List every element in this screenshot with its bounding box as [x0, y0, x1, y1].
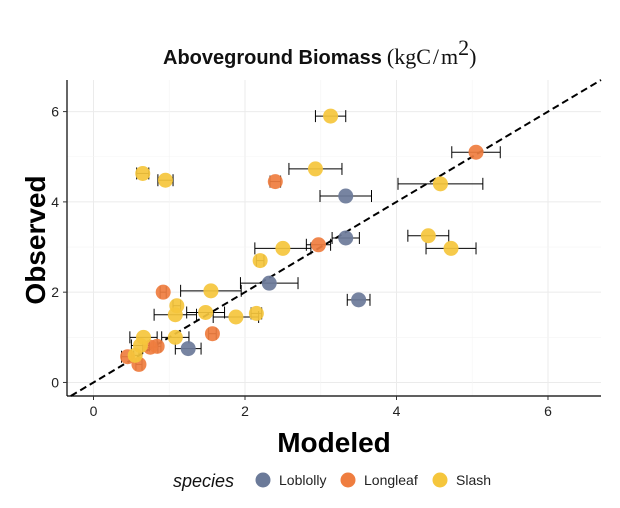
point-loblolly: [338, 188, 354, 204]
point-slash: [323, 108, 339, 124]
point-longleaf: [155, 284, 171, 300]
point-slash: [432, 176, 448, 192]
legend-title: species: [173, 471, 234, 491]
point-slash: [136, 329, 152, 345]
data-points: [120, 108, 484, 372]
legend: species Loblolly Longleaf Slash: [173, 471, 491, 491]
legend-marker-loblolly: [255, 472, 271, 488]
point-slash: [157, 172, 173, 188]
point-slash: [307, 161, 323, 177]
axes: 0 2 4 6 0 2 4 6: [51, 80, 601, 419]
title-unit-exp: 2: [458, 35, 469, 60]
point-slash: [248, 305, 264, 321]
point-slash: [443, 240, 459, 256]
point-slash: [228, 309, 244, 325]
title-text: Aboveground Biomass: [163, 47, 382, 69]
point-slash: [275, 240, 291, 256]
plot-area: 0 2 4 6 0 2 4 6: [51, 79, 602, 419]
title-unit-prefix: (kgC: [387, 44, 431, 69]
y-tick-label: 4: [51, 194, 59, 210]
y-tick-label: 6: [51, 104, 59, 120]
point-loblolly: [351, 292, 367, 308]
legend-marker-slash: [432, 472, 448, 488]
point-slash: [167, 329, 183, 345]
point-longleaf: [149, 338, 165, 354]
point-longleaf: [267, 174, 283, 190]
point-slash: [198, 304, 214, 320]
title-unit-m: m: [441, 44, 458, 69]
point-longleaf: [468, 144, 484, 160]
point-slash: [169, 298, 185, 314]
point-loblolly: [180, 341, 196, 357]
legend-marker-longleaf: [340, 472, 356, 488]
point-slash: [420, 228, 436, 244]
point-slash: [252, 253, 268, 269]
y-axis-title: Observed: [20, 175, 51, 304]
x-tick-label: 6: [544, 403, 552, 419]
y-tick-label: 2: [51, 284, 59, 300]
point-longleaf: [310, 237, 326, 253]
x-tick-label: 2: [241, 403, 249, 419]
title-unit-slash: /: [433, 44, 440, 69]
legend-label-loblolly: Loblolly: [279, 472, 326, 488]
x-tick-label: 0: [90, 403, 98, 419]
x-axis-title: Modeled: [277, 427, 391, 458]
point-longleaf: [204, 326, 220, 342]
legend-label-longleaf: Longleaf: [364, 472, 418, 488]
point-loblolly: [261, 275, 277, 291]
title-unit-suffix: ): [469, 44, 476, 69]
legend-label-slash: Slash: [456, 472, 491, 488]
point-slash: [135, 165, 151, 181]
point-loblolly: [338, 230, 354, 246]
y-tick-label: 0: [51, 374, 59, 390]
point-slash: [203, 283, 219, 299]
chart-title: Aboveground Biomass (kgC/m2): [163, 35, 477, 69]
x-tick-label: 4: [393, 403, 401, 419]
